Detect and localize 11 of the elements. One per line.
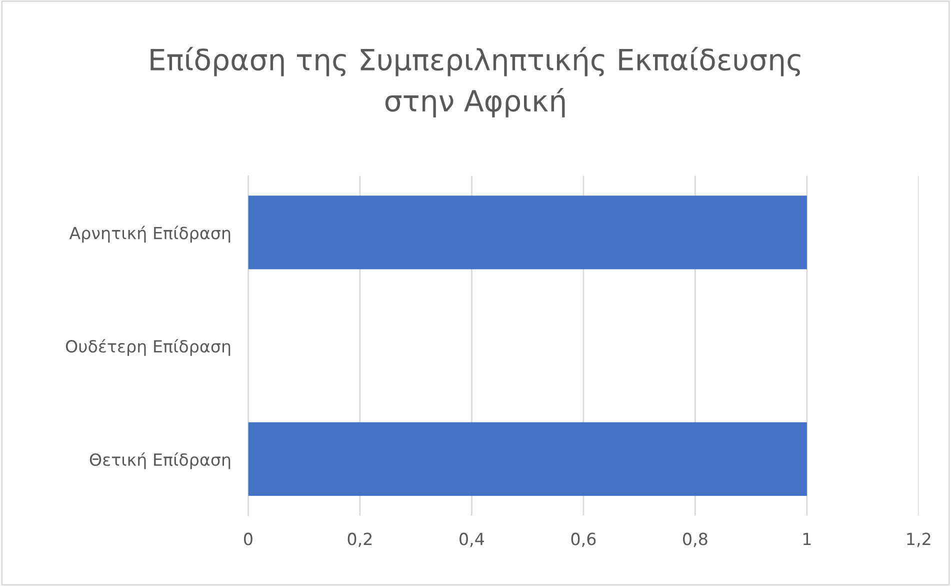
x-tick-label: 0,4 (460, 532, 484, 547)
y-tick-label: Ουδέτερη Επίδραση (66, 339, 230, 356)
y-tick-label: Αρνητική Επίδραση (69, 226, 230, 243)
x-tick-label: 0,6 (571, 532, 596, 547)
x-tick-label: 1 (803, 532, 811, 546)
x-tick-label: 1,2 (907, 532, 930, 547)
chart-title: Επίδραση της Συμπεριληπτικής Εκπαίδευσης στην Αφρική (150, 46, 800, 118)
x-tick-label: 0,8 (683, 532, 708, 547)
x-tick-label: 0 (244, 532, 252, 546)
y-tick-label: Θετική Επίδραση (90, 452, 230, 470)
x-tick-label: 0,2 (348, 532, 372, 547)
